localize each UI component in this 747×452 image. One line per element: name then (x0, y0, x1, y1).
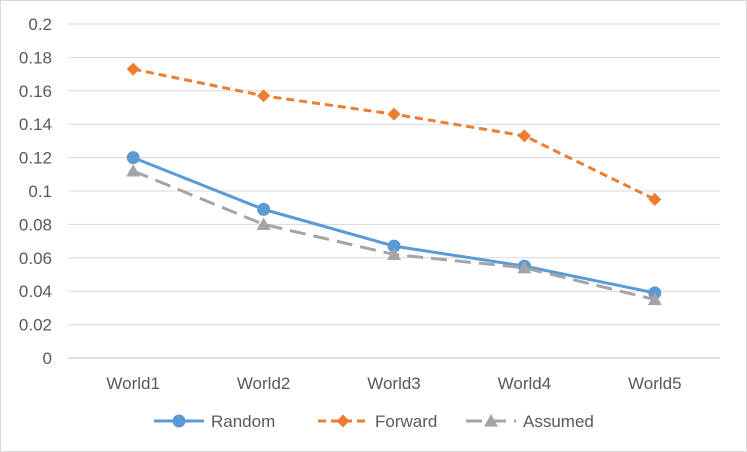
x-tick-label: World4 (498, 374, 552, 393)
data-point-forward (257, 89, 271, 103)
y-tick-label: 0.02 (19, 316, 52, 335)
legend: Random Forward Assumed (154, 412, 594, 431)
gridlines (68, 23, 720, 359)
y-tick-label: 0.16 (19, 82, 52, 101)
data-point-assumed (517, 260, 532, 274)
y-tick-label: 0 (43, 349, 52, 368)
legend-label-forward: Forward (375, 412, 437, 431)
y-tick-label: 0.08 (19, 215, 52, 234)
data-point-assumed (256, 217, 271, 230)
y-tick-label: 0.18 (19, 48, 52, 67)
y-tick-label: 0.1 (28, 182, 52, 201)
y-tick-label: 0.04 (19, 282, 52, 301)
y-tick-label: 0.14 (19, 115, 52, 134)
legend-marker-assumed (484, 414, 498, 427)
data-point-forward (387, 107, 401, 121)
x-tick-label: World5 (628, 374, 682, 393)
legend-label-assumed: Assumed (523, 412, 594, 431)
legend-marker-forward (336, 414, 350, 428)
data-point-assumed (647, 292, 662, 306)
legend-label-random: Random (211, 412, 275, 431)
y-tick-label: 0.2 (28, 15, 52, 34)
y-axis-tick-labels: 0 0.02 0.04 0.06 0.08 0.1 0.12 0.14 0.16 0.18 0.2 (19, 15, 52, 368)
series-line-random (132, 156, 656, 295)
x-tick-label: World3 (367, 374, 421, 393)
legend-marker-random (172, 414, 186, 428)
data-point-forward (648, 192, 662, 206)
series-lines (126, 62, 662, 306)
y-tick-label: 0.06 (19, 249, 52, 268)
series-line-forward (132, 67, 656, 201)
y-tick-label: 0.12 (19, 149, 52, 168)
data-point-forward (126, 62, 140, 76)
x-tick-label: World1 (106, 374, 160, 393)
data-point-random (387, 239, 401, 253)
x-axis-tick-labels: World1 World2 World3 World4 World5 (106, 374, 681, 393)
x-tick-label: World2 (237, 374, 291, 393)
data-point-assumed (387, 247, 401, 261)
data-point-assumed (126, 163, 141, 177)
data-point-random (126, 151, 140, 165)
data-point-forward (517, 129, 531, 143)
data-point-random (257, 202, 271, 216)
